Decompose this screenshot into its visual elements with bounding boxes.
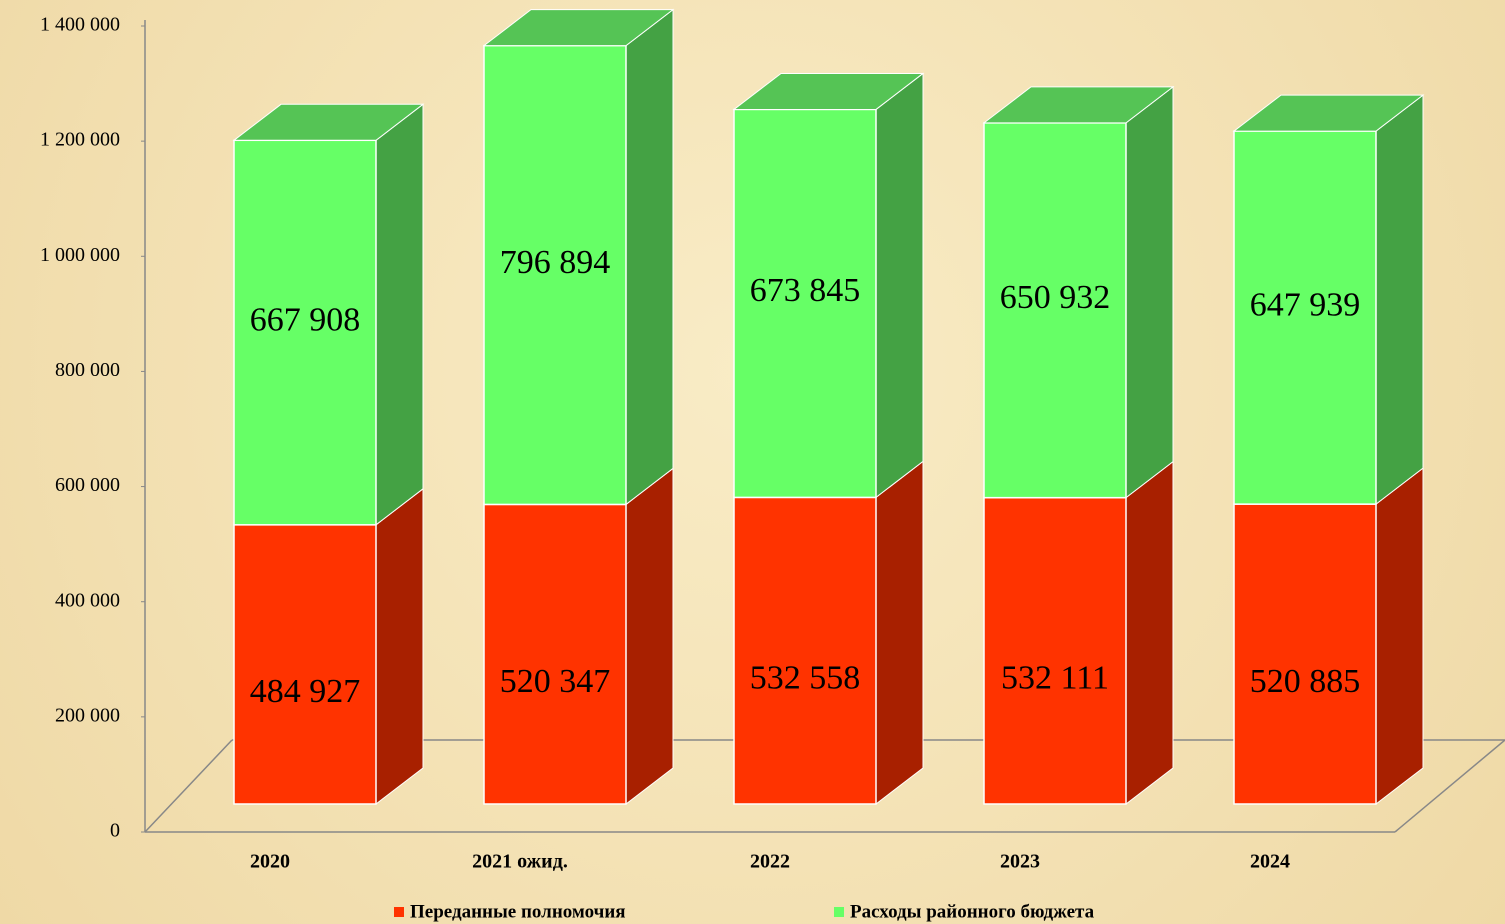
bar-side bbox=[375, 103, 424, 526]
bar-segment bbox=[233, 524, 377, 805]
bar-side bbox=[375, 487, 424, 806]
y-tick-label: 400 000 bbox=[55, 589, 120, 611]
legend-label: Расходы районного бюджета bbox=[850, 901, 1095, 922]
bar-segment bbox=[483, 503, 627, 805]
y-tick-label: 0 bbox=[110, 820, 120, 842]
data-label: 667 908 bbox=[250, 301, 361, 338]
y-tick-label: 600 000 bbox=[55, 474, 120, 496]
legend-swatch bbox=[394, 907, 404, 917]
bar-segment bbox=[1233, 503, 1377, 805]
x-tick-label: 2022 bbox=[750, 851, 790, 873]
data-label: 673 845 bbox=[750, 272, 861, 309]
bar-side bbox=[875, 72, 924, 499]
bar-segment bbox=[733, 108, 877, 499]
bar-side bbox=[625, 8, 674, 506]
y-tick-label: 200 000 bbox=[55, 704, 120, 726]
bar-top bbox=[732, 72, 925, 110]
bar-top bbox=[982, 86, 1175, 124]
bar-segment bbox=[983, 496, 1127, 805]
bar-segment bbox=[483, 44, 627, 506]
x-tick-label: 2021 ожид. bbox=[472, 851, 568, 873]
bar-side bbox=[1375, 94, 1424, 506]
bar-segment bbox=[733, 496, 877, 805]
bar-segment bbox=[233, 139, 377, 526]
bar-side bbox=[1125, 85, 1174, 499]
x-tick-label: 2023 bbox=[1000, 851, 1040, 873]
data-label: 520 347 bbox=[500, 663, 611, 700]
legend-swatch bbox=[834, 907, 844, 917]
bar-side bbox=[1125, 460, 1174, 806]
data-label: 532 111 bbox=[1001, 660, 1109, 697]
y-tick-label: 1 000 000 bbox=[40, 244, 120, 266]
bar-side bbox=[625, 467, 674, 806]
legend-label: Переданные полномочия bbox=[410, 901, 626, 922]
x-tick-label: 2024 bbox=[1250, 851, 1290, 873]
y-tick-label: 1 200 000 bbox=[40, 129, 120, 151]
data-label: 650 932 bbox=[1000, 279, 1111, 316]
y-tick-label: 800 000 bbox=[55, 359, 120, 381]
bar-top bbox=[232, 103, 425, 141]
bar-side bbox=[1375, 467, 1424, 806]
bar-side bbox=[875, 460, 924, 806]
bar-top bbox=[1232, 94, 1425, 132]
y-tick-label: 1 400 000 bbox=[40, 14, 120, 36]
data-label: 484 927 bbox=[250, 673, 361, 710]
data-label: 520 885 bbox=[1250, 663, 1361, 700]
bar-top bbox=[482, 9, 675, 47]
x-tick-label: 2020 bbox=[250, 851, 290, 873]
data-label: 532 558 bbox=[750, 659, 861, 696]
data-label: 796 894 bbox=[500, 244, 611, 281]
data-label: 647 939 bbox=[1250, 286, 1361, 323]
